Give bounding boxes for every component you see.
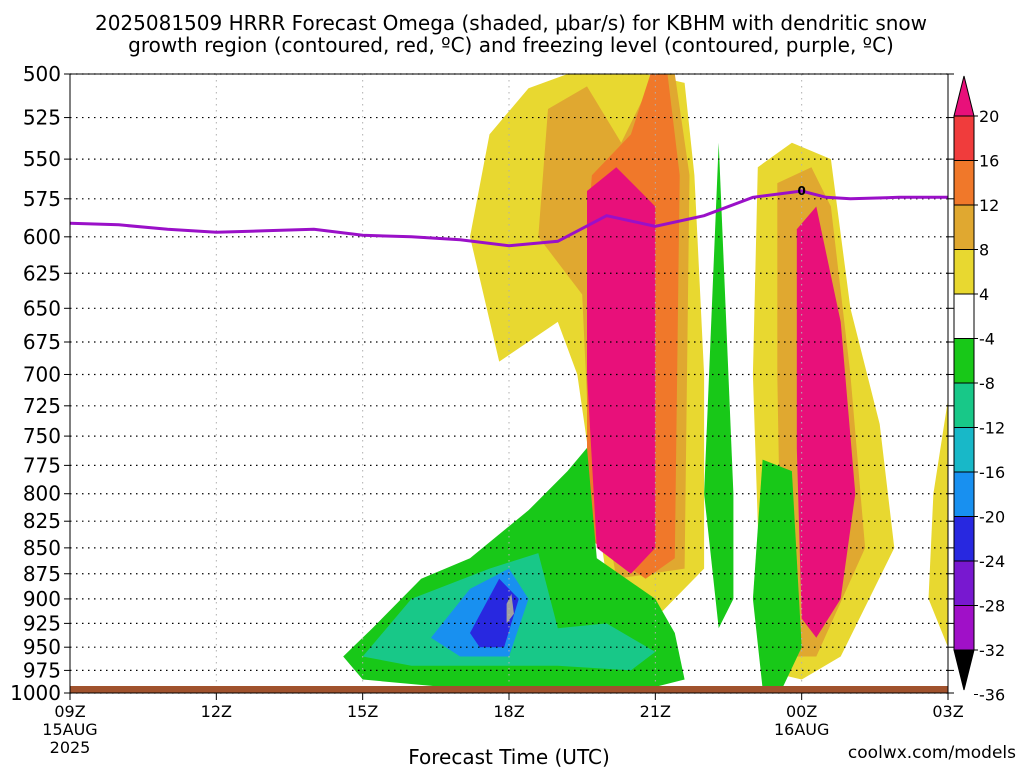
- colorbar-label: -20: [979, 508, 1005, 527]
- colorbar-bin: [953, 204, 975, 250]
- omega-region-6: [796, 206, 856, 638]
- x-tick-label: 18Z: [493, 702, 524, 721]
- y-tick-label: 725: [23, 394, 61, 418]
- y-tick-label: 550: [23, 147, 61, 171]
- omega-region-7: [928, 399, 948, 648]
- colorbar-bin: [953, 338, 975, 384]
- x-axis-title: Forecast Time (UTC): [408, 745, 610, 768]
- colorbar-bin: [953, 249, 975, 295]
- omega-region-14: [752, 459, 802, 689]
- x-tick-date: 16AUG: [774, 720, 829, 739]
- y-tick-label: 875: [23, 562, 61, 586]
- colorbar-label: -8: [979, 374, 995, 393]
- y-tick-label: 675: [23, 330, 61, 354]
- y-tick-label: 750: [23, 424, 61, 448]
- colorbar-label: -4: [979, 330, 995, 349]
- colorbar-bin: [953, 382, 975, 428]
- colorbar-label: 12: [979, 196, 999, 215]
- colorbar: 20 16 12 8 4 -4 -8 -12 -16 -20 -24 -28 -32 -36: [953, 75, 1005, 705]
- freezing-level-label: 0: [798, 184, 806, 198]
- x-tick-label: 03Z: [932, 702, 963, 721]
- chart-title-line1: 2025081509 HRRR Forecast Omega (shaded, …: [95, 11, 927, 35]
- colorbar-bin: [953, 471, 975, 517]
- omega-region-3: [587, 167, 656, 574]
- y-tick-label: 700: [23, 362, 61, 386]
- y-tick-label: 500: [23, 62, 61, 86]
- y-tick-label: 650: [23, 296, 61, 320]
- colorbar-bin: [953, 160, 975, 206]
- freezing-level-line: [69, 189, 948, 248]
- colorbar-label: -12: [979, 419, 1005, 438]
- colorbar-label: 8: [979, 241, 989, 260]
- credit-link[interactable]: coolwx.com/models: [848, 743, 1016, 763]
- y-tick-label: 775: [23, 453, 61, 477]
- colorbar-label: -16: [979, 463, 1005, 482]
- colorbar-label: -36: [979, 686, 1005, 705]
- y-tick-label: 525: [23, 106, 61, 130]
- x-tick-label: 12Z: [201, 702, 232, 721]
- x-tick-label: 15Z: [347, 702, 378, 721]
- y-tick-label: 975: [23, 658, 61, 682]
- y-tick-label: 825: [23, 509, 61, 533]
- omega-region-12: [506, 593, 514, 624]
- colorbar-bin: [953, 115, 975, 161]
- omega-region-11: [470, 578, 519, 648]
- y-axis: 500 525 550 575 600 625 650 675 700 725 750 775 800 8…: [10, 62, 954, 705]
- x-tick-label: 00Z: [786, 702, 817, 721]
- y-tick-label: 625: [23, 261, 61, 285]
- y-tick-label: 900: [23, 587, 61, 611]
- colorbar-label: 4: [979, 285, 989, 304]
- chart-title-line2: growth region (contoured, red, ºC) and f…: [128, 33, 894, 57]
- colorbar-bin: [953, 560, 975, 606]
- colorbar-bin: [953, 516, 975, 562]
- colorbar-label: 20: [979, 107, 999, 126]
- colorbar-bin: [953, 605, 975, 651]
- colorbar-bin: [953, 649, 975, 691]
- y-tick-label: 950: [23, 635, 61, 659]
- omega-shading: [343, 74, 948, 693]
- omega-region-13: [704, 142, 734, 629]
- colorbar-label: -28: [979, 597, 1005, 616]
- ground-bar: [70, 686, 948, 693]
- colorbar-label: 16: [979, 152, 999, 171]
- y-tick-label: 850: [23, 536, 61, 560]
- colorbar-bin: [953, 75, 975, 117]
- colorbar-label: -24: [979, 552, 1005, 571]
- colorbar-bin: [953, 293, 975, 339]
- plot-area: 0: [69, 73, 949, 694]
- x-tick-label: 09Z: [54, 702, 85, 721]
- y-tick-label: 925: [23, 611, 61, 635]
- x-tick-label: 21Z: [640, 702, 671, 721]
- y-tick-label: 575: [23, 187, 61, 211]
- y-tick-label: 1000: [10, 681, 61, 705]
- colorbar-label: -32: [979, 641, 1005, 660]
- y-tick-label: 600: [23, 225, 61, 249]
- x-tick-year: 2025: [50, 738, 91, 757]
- colorbar-bin: [953, 427, 975, 473]
- x-tick-date: 15AUG: [42, 720, 97, 739]
- y-tick-label: 800: [23, 482, 61, 506]
